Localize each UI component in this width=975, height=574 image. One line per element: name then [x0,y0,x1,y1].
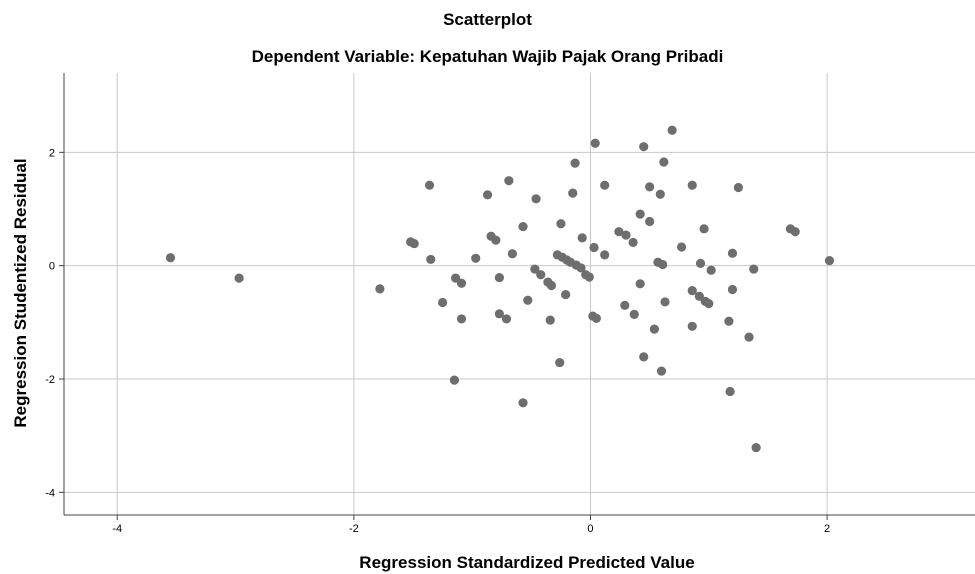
scatter-point [600,180,610,190]
scatter-point [645,216,655,227]
scatter-point [659,157,669,167]
scatter-point [687,180,697,190]
x-tick-label: 0 [587,523,593,535]
y-tick-label: -4 [45,487,55,499]
tick-labels: -4 -2 0 2 -4 -2 0 2 [45,147,830,535]
scatter-point [591,313,602,323]
scatter-point [584,272,594,282]
scatter-point [687,286,697,296]
scatter-point [504,176,514,186]
scatter-point [424,180,435,190]
scatter-point [724,316,734,326]
y-tick-label: -2 [45,374,55,386]
scatter-point [482,190,493,200]
axes [59,73,975,520]
scatter-point [501,314,512,324]
scatter-point [727,284,738,295]
scatter-point [165,253,176,263]
scatter-point [530,264,540,274]
scatter-point [577,233,587,243]
y-axis-label: Regression Studentized Residual [11,158,30,428]
scatter-point [589,242,599,253]
gridlines [64,73,975,515]
scatter-point [556,219,566,229]
scatter-point [568,188,578,198]
scatter-point [437,297,448,308]
scatter-point [733,182,743,193]
scatter-point [704,299,714,309]
scatter-point [649,324,659,334]
scatter-point [655,189,665,199]
scatter-point [656,366,667,376]
scatter-point [790,227,800,237]
scatter-point [449,375,460,385]
scatter-point [494,309,504,319]
scatter-point [561,289,571,300]
x-tick-label: -4 [112,523,122,535]
scatter-point [687,321,697,331]
scatter-point [494,272,504,283]
scatter-point [234,273,244,283]
scatter-point [456,314,467,324]
scatter-point [545,315,555,325]
x-tick-label: 2 [824,523,830,535]
scatter-point [628,237,638,248]
scatter-point [600,250,610,260]
scatter-point [629,309,639,319]
scatter-point [635,279,645,289]
chart-subtitle: Dependent Variable: Kepatuhan Wajib Paja… [251,47,724,66]
scatter-point [645,182,655,192]
y-tick-label: 0 [49,261,55,273]
scatter-point [518,221,528,232]
chart-title: Scatterplot [443,10,532,29]
scatter-point [491,235,501,245]
scatter-point [531,194,541,204]
scatter-point [471,253,481,263]
scatter-point [546,280,557,291]
scatter-point [635,209,645,219]
scatter-point [639,352,649,362]
scatter-point [658,259,668,270]
scatter-point [727,248,738,258]
scatter-point [751,442,761,453]
data-points [165,125,835,453]
scatter-point [744,332,754,342]
scatter-point [699,224,709,234]
scatter-point [621,230,631,240]
scatter-point [676,242,687,252]
scatter-point [456,278,467,288]
scatter-point [614,227,624,237]
scatter-point [639,142,649,152]
scatter-point [375,284,385,294]
scatter-point [667,125,677,135]
scatter-point [749,264,759,274]
scatter-point [620,300,630,310]
scatter-point [824,255,835,266]
scatter-point [590,138,600,148]
scatter-point [725,386,735,397]
scatter-point [518,398,528,408]
scatter-point [426,254,436,265]
scatter-point [409,238,419,249]
scatter-point [660,297,670,307]
scatter-point [536,270,546,280]
scatter-point [555,357,565,368]
scatter-point [576,263,586,273]
scatter-point [507,249,518,259]
scatter-point [570,158,580,168]
scatter-point [706,265,716,275]
y-tick-label: 2 [49,147,55,159]
scatter-point [695,258,706,268]
x-axis-label: Regression Standardized Predicted Value [359,553,695,572]
x-tick-label: -2 [349,523,359,535]
scatter-point [523,295,533,305]
